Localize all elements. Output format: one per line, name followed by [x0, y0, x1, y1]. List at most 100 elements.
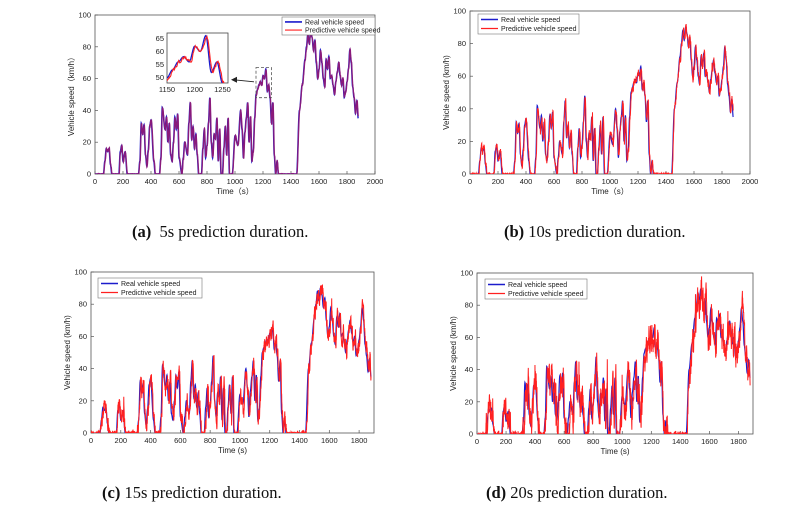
chart-d-xtick-label: 1400	[672, 437, 689, 446]
caption-d: (d) 20s prediction duration.	[486, 483, 667, 503]
caption-c-text: 15s prediction duration.	[124, 483, 282, 502]
chart-b-xtick-label: 2000	[742, 177, 759, 186]
chart-a-xtick-label: 1600	[311, 177, 328, 186]
chart-c-ytick-label: 40	[79, 364, 87, 373]
caption-b-tag: (b)	[504, 222, 525, 241]
chart-a-inset-ytick-label: 55	[156, 60, 164, 69]
chart-b-legend-box	[477, 13, 580, 35]
chart-d-xtick-label: 1600	[701, 437, 718, 446]
chart-b-xtick-label: 1200	[630, 177, 647, 186]
chart-a-xlabel: Time（s）	[216, 187, 253, 196]
chart-d-xtick-label: 1800	[730, 437, 747, 446]
chart-d-ylabel: Vehicle speed (km/h)	[449, 316, 458, 391]
caption-a-tag: (a)	[132, 222, 152, 241]
chart-b-xtick-label: 400	[520, 177, 533, 186]
chart-a-xtick-label: 2000	[367, 177, 384, 186]
chart-b-ytick-label: 20	[458, 137, 466, 146]
chart-b-xtick-label: 1800	[714, 177, 731, 186]
chart-c-xtick-label: 1400	[291, 436, 308, 445]
chart-a-xtick-label: 400	[145, 177, 158, 186]
chart-c-ytick-label: 0	[83, 429, 87, 438]
chart-c-xtick-label: 400	[144, 436, 157, 445]
chart-b-group: 0 200 400 600 800 1000 1200 1400 1600 1800 2000 0 20…	[442, 7, 758, 197]
chart-a-series-predictive	[95, 29, 359, 174]
chart-a-inset-xtick-label: 1250	[214, 85, 231, 94]
chart-d-xtick-label: 1000	[614, 437, 631, 446]
chart-a-inset-xtick-label: 1200	[186, 85, 203, 94]
chart-b-ytick-label: 0	[462, 170, 466, 179]
chart-d-xtick-label: 1200	[643, 437, 660, 446]
caption-c-tag: (c)	[102, 483, 121, 502]
chart-d-xtick-label: 600	[558, 437, 571, 446]
chart-d-series-predictive	[477, 276, 751, 434]
chart-d-ytick-label: 40	[465, 365, 473, 374]
chart-c-xtick-label: 1000	[232, 436, 249, 445]
chart-a-inset-xtick-label: 1150	[159, 85, 175, 94]
chart-b-xlabel: Time（s）	[591, 187, 628, 196]
chart-b-xtick-label: 200	[492, 177, 505, 186]
chart-c-legend-pred-label: Predictive vehicle speed	[121, 290, 197, 297]
chart-a-ytick-label: 0	[87, 170, 91, 179]
caption-b-text: 10s prediction duration.	[528, 222, 686, 241]
chart-a-legend-pred-label: Predictive vehicle speed	[305, 28, 381, 35]
chart-a-ytick-label: 20	[83, 138, 91, 147]
chart-d-ytick-label: 60	[465, 333, 473, 342]
chart-d-legend-pred-label: Predictive vehicle speed	[508, 291, 584, 298]
chart-d-legend-real-label: Real vehicle speed	[508, 282, 567, 289]
chart-b-xtick-label: 0	[468, 177, 472, 186]
chart-c-ytick-label: 100	[74, 268, 87, 277]
chart-d-ytick-label: 20	[465, 397, 473, 406]
chart-b-ytick-label: 80	[458, 39, 466, 48]
chart-a-ytick-label: 100	[78, 11, 91, 20]
chart-b-xtick-label: 1400	[658, 177, 675, 186]
chart-a-inset-ytick-label: 65	[156, 34, 164, 43]
chart-b-legend-pred-label: Predictive vehicle speed	[501, 26, 577, 33]
chart-a-inset-frame	[166, 32, 229, 84]
chart-c-ylabel: Vehicle speed (km/h)	[63, 315, 72, 390]
chart-a-zoom-arrow	[233, 79, 255, 83]
chart-c-ytick-label: 20	[79, 396, 87, 405]
chart-a-xtick-label: 800	[201, 177, 214, 186]
chart-b-xtick-label: 1000	[602, 177, 619, 186]
chart-a-legend-box	[281, 16, 376, 36]
caption-a-text: 5s prediction duration.	[159, 222, 309, 241]
chart-c-ytick-label: 60	[79, 332, 87, 341]
chart-a-ytick-label: 40	[83, 106, 91, 115]
chart-b-legend-real-label: Real vehicle speed	[501, 17, 560, 24]
chart-a-xtick-label: 1400	[283, 177, 300, 186]
chart-c-xlabel: Time (s)	[218, 446, 247, 455]
caption-b: (b) 10s prediction duration.	[504, 222, 685, 242]
chart-a-inset-series-predictive	[167, 34, 225, 83]
chart-a-group: 0 200 400 600 800 1000 1200 1400 1600 1800 2000 0 20…	[67, 11, 383, 197]
chart-c-xtick-label: 600	[174, 436, 187, 445]
chart-d-ytick-label: 0	[469, 430, 473, 439]
chart-a-inset-ytick-label: 60	[156, 47, 164, 56]
chart-a-frame	[94, 14, 376, 175]
chart-d-xlabel: Time (s)	[600, 447, 629, 456]
chart-c-xtick-label: 200	[115, 436, 128, 445]
chart-a-inset-ytick-label: 50	[156, 73, 164, 82]
chart-d-legend-box	[484, 278, 588, 300]
chart-c-legend-box	[97, 277, 203, 299]
chart-d-group: 0 200 400 600 800 1000 1200 1400 1600 1800 0 20 40 60…	[449, 269, 754, 456]
chart-a-xtick-label: 1000	[227, 177, 244, 186]
chart-a-ytick-label: 60	[83, 74, 91, 83]
chart-c-group: 0 200 400 600 800 1000 1200 1400 1600 1800 0 20 40 60…	[63, 268, 375, 455]
chart-d-xtick-label: 200	[500, 437, 513, 446]
chart-b-frame	[469, 10, 751, 175]
chart-b-xtick-label: 1600	[686, 177, 703, 186]
caption-d-tag: (d)	[486, 483, 507, 502]
caption-d-text: 20s prediction duration.	[510, 483, 668, 502]
chart-d-ytick-label: 100	[460, 269, 473, 278]
chart-a-legend-real-label: Real vehicle speed	[305, 19, 364, 26]
chart-a-zoom-region	[255, 67, 272, 99]
caption-c: (c) 15s prediction duration.	[102, 483, 282, 503]
chart-c-frame	[90, 271, 375, 434]
chart-d-xtick-label: 0	[475, 437, 479, 446]
chart-d-xtick-label: 400	[529, 437, 542, 446]
chart-c-series-predictive	[91, 284, 372, 433]
chart-c-xtick-label: 1200	[261, 436, 278, 445]
chart-b-ytick-label: 100	[453, 7, 466, 16]
chart-a-xtick-label: 0	[93, 177, 97, 186]
